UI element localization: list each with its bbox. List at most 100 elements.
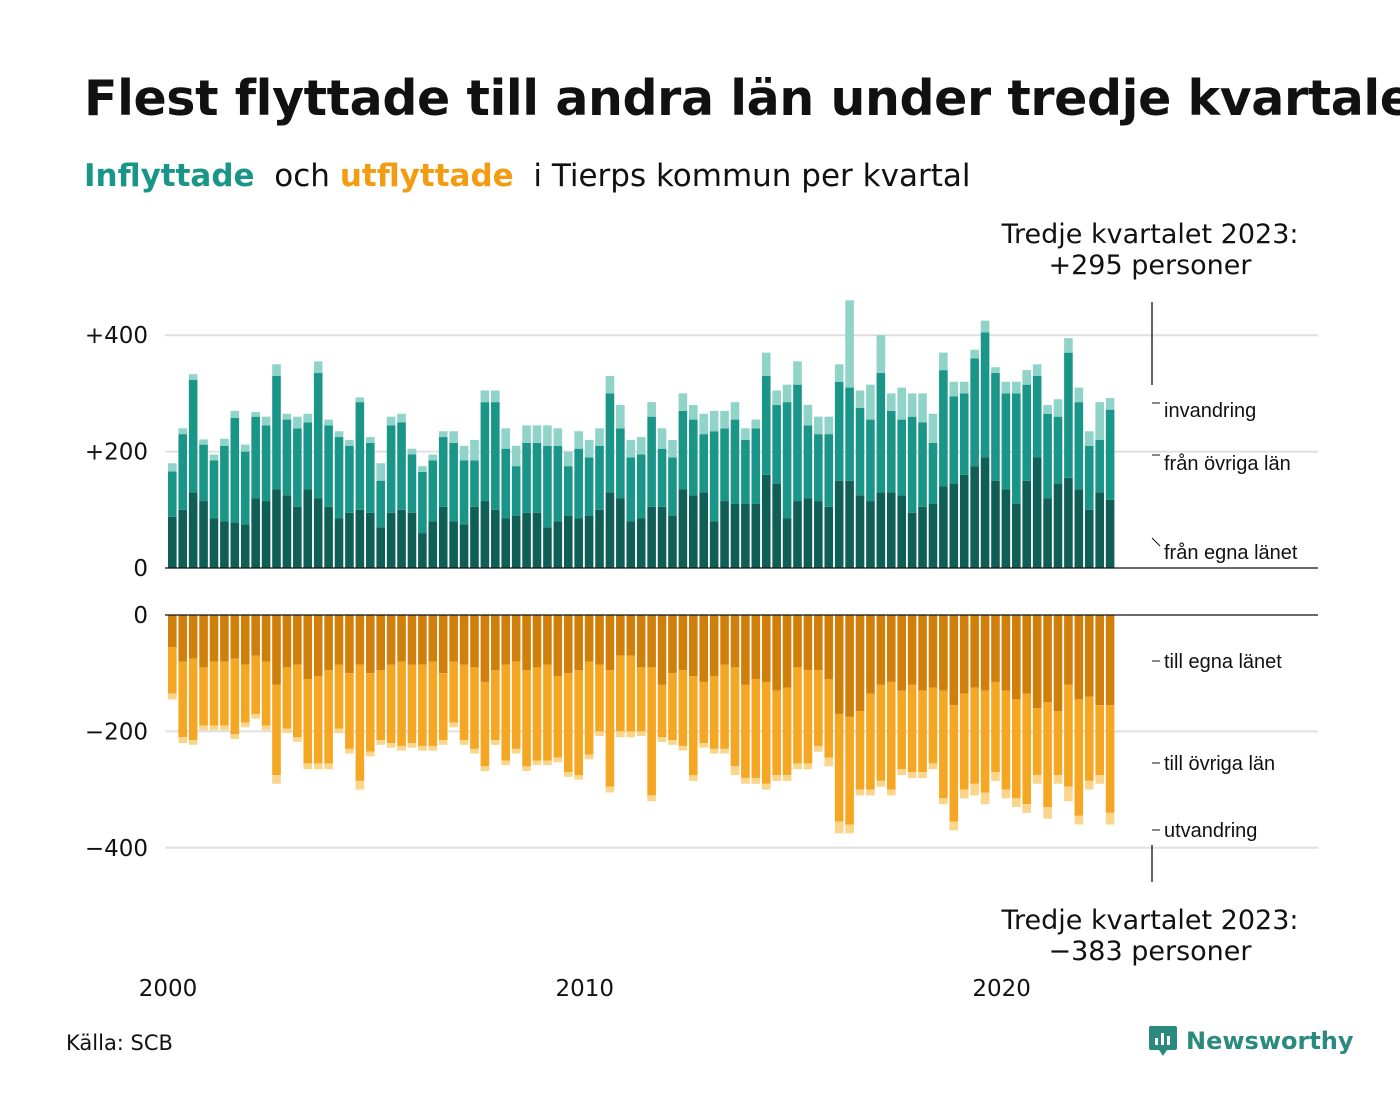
bar-in-2 [751, 419, 761, 429]
segment-label-bottom: utvandring [1164, 820, 1257, 842]
annotation-top-line1: Tredje kvartalet 2023: [1001, 219, 1299, 250]
bar-out-0 [699, 615, 709, 682]
bar-out-0 [480, 615, 490, 682]
bar-in-2 [470, 439, 479, 461]
bar-in-2 [522, 425, 531, 443]
axes [165, 402, 1318, 831]
bar-in-0 [855, 495, 865, 568]
bar-in-1 [897, 419, 906, 496]
bar-in-1 [1084, 445, 1094, 510]
bar-out-0 [814, 615, 823, 671]
bar-out-1 [251, 655, 260, 714]
bar-in-1 [814, 434, 823, 502]
bar-in-0 [793, 501, 802, 568]
bar-out-2 [709, 748, 719, 754]
bar-out-1 [772, 690, 781, 776]
bar-out-0 [407, 615, 417, 665]
bar-out-2 [980, 792, 990, 805]
annotation-bottom-line2: −383 personer [1048, 936, 1252, 967]
bar-out-2 [1001, 789, 1011, 799]
bar-out-2 [188, 740, 198, 745]
bar-out-2 [949, 821, 959, 831]
bar-out-1 [397, 661, 406, 746]
bar-out-2 [313, 763, 323, 770]
bar-in-2 [1032, 364, 1042, 376]
bar-in-0 [1105, 499, 1115, 568]
bar-out-1 [532, 667, 542, 761]
bar-out-0 [1074, 615, 1084, 700]
bar-out-1 [1022, 693, 1032, 805]
bar-in-1 [668, 457, 677, 516]
bar-out-0 [574, 615, 583, 671]
bar-in-0 [939, 486, 948, 568]
bar-in-1 [543, 445, 552, 528]
bar-out-2 [1053, 775, 1063, 784]
bar-out-1 [334, 664, 344, 729]
bar-out-1 [522, 670, 531, 767]
bar-out-2 [1012, 798, 1021, 808]
bar-out-1 [793, 667, 802, 764]
bar-in-1 [595, 445, 604, 510]
bar-in-2 [459, 445, 469, 461]
bar-in-0 [397, 509, 406, 568]
bar-in-1 [1022, 384, 1032, 481]
bar-out-0 [751, 615, 761, 680]
bar-in-0 [980, 457, 990, 568]
bar-out-2 [272, 775, 281, 784]
bar-in-0 [303, 489, 313, 568]
bar-in-0 [407, 512, 417, 568]
bar-out-2 [1032, 775, 1042, 784]
bar-out-2 [741, 777, 750, 784]
bar-in-0 [772, 483, 781, 568]
bar-out-2 [1105, 812, 1115, 825]
segment-leader-top [1151, 537, 1161, 547]
bar-in-0 [657, 506, 667, 568]
bar-in-1 [866, 419, 875, 502]
bar-in-2 [1084, 431, 1094, 446]
bar-out-1 [824, 679, 834, 758]
bar-out-2 [939, 798, 948, 805]
bar-in-0 [386, 512, 396, 568]
bar-in-2 [1001, 381, 1011, 394]
bar-out-1 [293, 664, 302, 738]
bar-in-0 [1064, 477, 1073, 568]
bar-out-0 [636, 615, 646, 668]
bar-out-1 [418, 664, 427, 746]
bar-out-0 [928, 615, 938, 688]
segment-label-top: från övriga län [1164, 453, 1291, 475]
bar-in-0 [814, 501, 823, 568]
bar-in-1 [657, 448, 667, 507]
bar-in-2 [991, 367, 1000, 374]
bar-out-1 [324, 670, 333, 764]
bar-out-0 [803, 615, 813, 671]
bar-in-0 [470, 506, 479, 568]
bar-out-2 [522, 766, 531, 771]
bar-in-0 [1084, 509, 1094, 568]
bar-out-1 [907, 684, 917, 773]
bar-in-1 [345, 445, 354, 513]
bar-in-2 [657, 428, 667, 449]
bar-in-0 [886, 492, 896, 568]
labels: +400 +200 0 0 −200 −400 2000 2010 2020 från egna … [85, 323, 1298, 1002]
bar-out-0 [1043, 615, 1052, 703]
bars [168, 300, 1115, 834]
bar-out-2 [814, 745, 823, 752]
bar-out-0 [782, 615, 792, 688]
bar-in-2 [251, 412, 260, 417]
bar-out-1 [918, 690, 927, 773]
bar-in-0 [543, 527, 552, 568]
bar-out-0 [324, 615, 333, 671]
bar-out-0 [949, 615, 959, 706]
bar-in-2 [803, 405, 813, 426]
bar-in-0 [522, 512, 531, 568]
bar-out-2 [991, 772, 1000, 781]
bar-out-2 [334, 728, 344, 734]
bar-out-1 [501, 664, 511, 761]
bar-in-1 [397, 422, 406, 510]
bar-out-0 [668, 615, 677, 674]
bar-in-0 [230, 522, 240, 568]
bar-in-2 [876, 335, 886, 374]
bar-in-0 [459, 524, 469, 568]
bar-in-0 [438, 506, 448, 568]
bar-in-0 [563, 515, 573, 568]
